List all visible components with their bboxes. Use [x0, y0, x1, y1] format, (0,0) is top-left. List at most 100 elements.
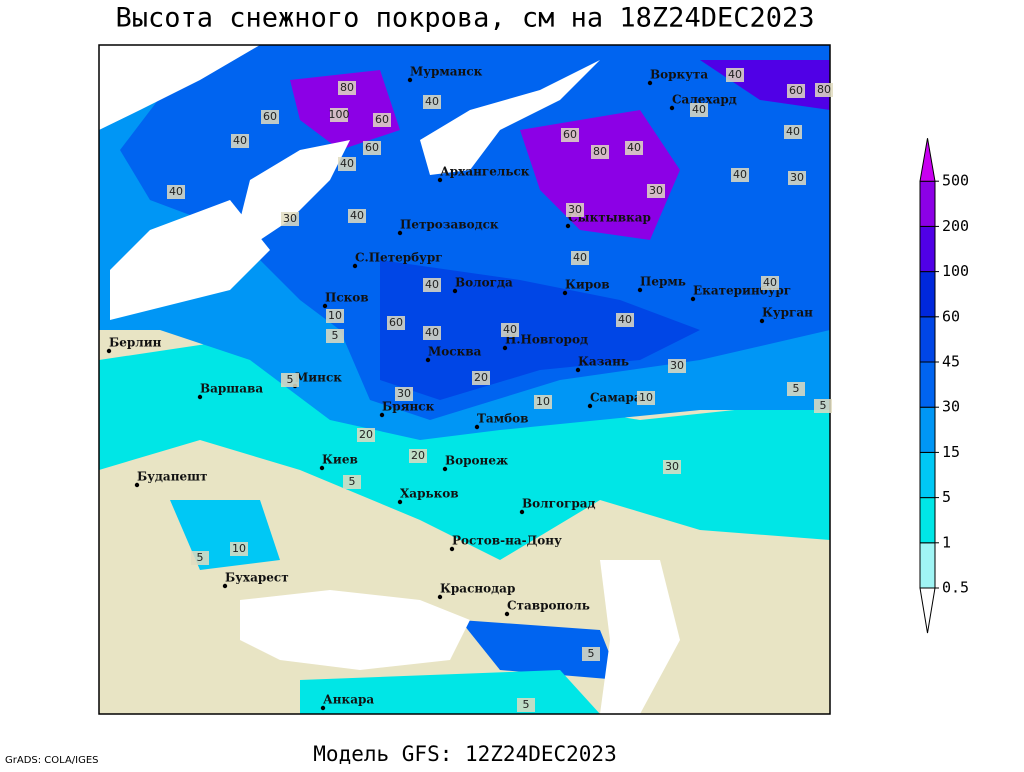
colorbar-label: 200	[942, 217, 969, 235]
contour-label-box	[625, 141, 643, 155]
city-dot	[565, 223, 571, 229]
contour-label: 40	[786, 125, 800, 138]
city-dot	[587, 403, 593, 409]
contour-label: 40	[627, 141, 641, 154]
contour-label-box	[726, 68, 744, 82]
city-dot	[319, 465, 325, 471]
contour-label-box	[663, 460, 681, 474]
city-label: Курган	[762, 306, 813, 320]
contour-label: 30	[397, 387, 411, 400]
contour-label-box	[616, 313, 634, 327]
city-label: Сыктывкар	[568, 211, 651, 225]
contour-label-box	[363, 141, 381, 155]
contour-label: 10	[232, 542, 246, 555]
city-label: Волгоград	[522, 497, 595, 511]
city-label: Брянск	[382, 400, 435, 414]
contour-label-box	[637, 391, 655, 405]
colorbar-segment	[919, 361, 936, 408]
city-dot	[397, 230, 403, 236]
contour-label-box	[690, 103, 708, 117]
city-dot	[134, 482, 140, 488]
city-dot	[222, 583, 228, 589]
colorbar-segment	[919, 271, 936, 318]
contour-label: 80	[593, 145, 607, 158]
contour-label: 40	[340, 157, 354, 170]
city-label: Вологда	[455, 276, 513, 290]
contour-label-box	[761, 276, 779, 290]
city-label: Москва	[428, 345, 482, 359]
city-dot	[502, 345, 508, 351]
contour-label-box	[230, 542, 248, 556]
colorbar-segment	[919, 225, 936, 273]
contour-label: 40	[169, 185, 183, 198]
contour-label-box	[338, 157, 356, 171]
colorbar-label: 100	[942, 262, 969, 280]
contour-label: 30	[568, 203, 582, 216]
city-dot	[106, 348, 112, 354]
city-dot	[575, 367, 581, 373]
contour-label-box	[787, 382, 805, 396]
contour-label: 5	[197, 551, 204, 564]
contour-label-box	[409, 449, 427, 463]
contour-label: 5	[349, 475, 356, 488]
contour-label-box	[561, 128, 579, 142]
city-dot	[637, 287, 643, 293]
city-label: Киев	[322, 453, 358, 467]
contour-label-box	[815, 83, 833, 97]
city-label: Минск	[295, 371, 342, 385]
city-label: Бухарест	[225, 571, 289, 585]
contour-label: 30	[670, 359, 684, 372]
city-dot	[690, 296, 696, 302]
contour-label: 40	[425, 278, 439, 291]
contour-label-box	[373, 113, 391, 127]
contour-label: 40	[425, 326, 439, 339]
city-label: Будапешт	[137, 470, 207, 484]
city-label: Архангельск	[440, 165, 530, 179]
city-label: Петрозаводск	[400, 218, 499, 232]
contour-label-box	[281, 212, 299, 226]
colorbar-segment	[919, 180, 936, 227]
colorbar-label: 500	[942, 172, 969, 190]
city-dot	[437, 177, 443, 183]
contour-label-box	[647, 184, 665, 198]
contour-label-box	[357, 428, 375, 442]
contour-label: 60	[389, 316, 403, 329]
city-dot	[519, 509, 525, 515]
contour-label: 30	[665, 460, 679, 473]
colorbar-label: 0.5	[942, 579, 969, 597]
city-label: Киров	[565, 278, 610, 292]
contour-label: 60	[789, 84, 803, 97]
colorbar-segment	[919, 542, 936, 589]
colorbar-segment	[919, 451, 936, 499]
contour-label-box	[787, 84, 805, 98]
contour-label-box	[517, 698, 535, 712]
contour-label: 5	[332, 329, 339, 342]
contour-label-box	[231, 134, 249, 148]
city-dot	[322, 303, 328, 309]
city-label: Краснодар	[440, 582, 515, 596]
city-dot	[397, 499, 403, 505]
city-dot	[197, 394, 203, 400]
contour-label-box	[788, 171, 806, 185]
city-label: Самара	[590, 391, 642, 405]
contour-label: 60	[263, 110, 277, 123]
city-dot	[407, 77, 413, 83]
contour-label-box	[472, 371, 490, 385]
contour-label-box	[731, 168, 749, 182]
city-label: Тамбов	[477, 412, 528, 426]
contour-label: 30	[649, 184, 663, 197]
contour-label: 40	[728, 68, 742, 81]
contour-label: 20	[474, 371, 488, 384]
city-label: Анкара	[323, 693, 374, 707]
city-dot	[562, 290, 568, 296]
contour-label-box	[261, 110, 279, 124]
contour-label: 40	[233, 134, 247, 147]
city-label: Пермь	[640, 275, 686, 289]
colorbar-segment	[919, 497, 936, 544]
contour-label: 40	[763, 276, 777, 289]
colorbar-segment	[919, 587, 936, 634]
contour-label: 30	[790, 171, 804, 184]
city-label: Салехард	[672, 93, 737, 107]
contour-label-box	[814, 399, 832, 413]
